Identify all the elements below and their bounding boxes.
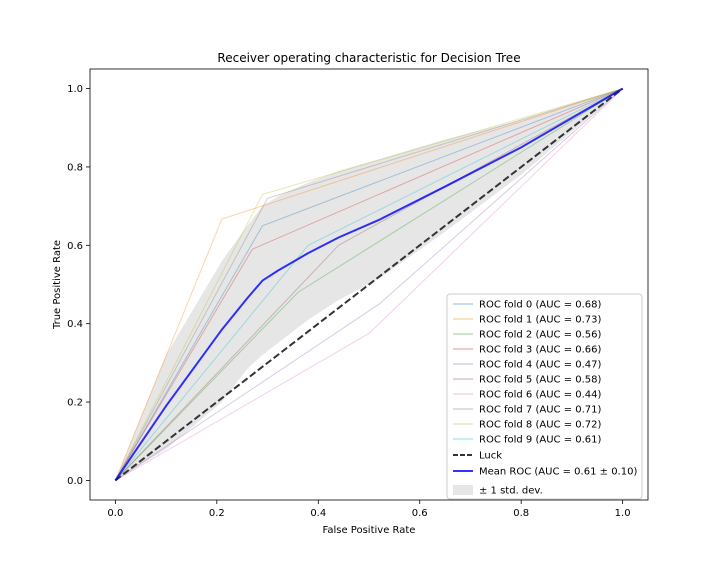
legend-box [446, 293, 643, 500]
x-tick-label: 0.4 [310, 508, 326, 519]
legend-label-fold-7: ROC fold 7 (AUC = 0.71) [479, 405, 602, 416]
fold-lines-layer [114, 88, 623, 481]
mean-line-layer [114, 87, 624, 481]
plot-frame [89, 68, 649, 501]
y-axis-label: True Positive Rate [52, 240, 63, 330]
legend-label-fold-3: ROC fold 3 (AUC = 0.66) [479, 345, 602, 356]
legend-label-luck: Luck [479, 451, 502, 462]
legend: ROC fold 0 (AUC = 0.68) ROC fold 1 (AUC =… [446, 293, 643, 500]
luck-line [114, 87, 624, 482]
legend-label-fold-2: ROC fold 2 (AUC = 0.56) [479, 330, 602, 341]
y-tick-label: 0.6 [67, 241, 83, 252]
legend-label-fold-9: ROC fold 9 (AUC = 0.61) [479, 435, 602, 446]
x-tick-label: 0.8 [513, 508, 529, 519]
legend-label-fold-8: ROC fold 8 (AUC = 0.72) [479, 420, 602, 431]
legend-swatch-std [453, 485, 473, 495]
chart-title: Receiver operating characteristic for De… [217, 51, 520, 65]
roc-fold-1-line [114, 88, 623, 481]
luck-line-layer [114, 87, 624, 482]
y-tick-label: 0.0 [67, 476, 83, 487]
x-tick-label: 1.0 [615, 508, 631, 519]
x-tick-label: 0.0 [107, 508, 123, 519]
roc-fold-9-line [114, 88, 623, 481]
legend-label-fold-4: ROC fold 4 (AUC = 0.47) [479, 360, 602, 371]
y-tick-label: 0.2 [67, 398, 83, 409]
legend-label-fold-5: ROC fold 5 (AUC = 0.58) [479, 375, 602, 386]
roc-fold-7-line [114, 88, 623, 481]
x-ticks: 0.0 0.2 0.4 0.6 0.8 1.0 [107, 500, 631, 519]
roc-fold-3-line [114, 88, 623, 481]
y-tick-label: 1.0 [67, 84, 83, 95]
legend-label-fold-0: ROC fold 0 (AUC = 0.68) [479, 300, 602, 311]
legend-label-fold-1: ROC fold 1 (AUC = 0.73) [479, 315, 602, 326]
x-axis-label: False Positive Rate [323, 525, 416, 536]
x-tick-label: 0.6 [412, 508, 428, 519]
mean-roc-line [114, 87, 624, 481]
roc-fold-8-line [114, 88, 623, 481]
y-tick-label: 0.8 [67, 162, 83, 173]
legend-label-std: ± 1 std. dev. [479, 486, 543, 497]
y-tick-label: 0.4 [67, 319, 83, 330]
x-tick-label: 0.2 [209, 508, 225, 519]
roc-fold-5-line [114, 88, 623, 481]
legend-label-mean: Mean ROC (AUC = 0.61 ± 0.10) [479, 467, 637, 478]
roc-fold-4-line [115, 88, 623, 481]
roc-fold-2-line [115, 88, 623, 481]
roc-fold-0-line [114, 88, 623, 481]
y-ticks: 0.0 0.2 0.4 0.6 0.8 1.0 [67, 84, 90, 487]
roc-fold-6-line [115, 88, 623, 481]
legend-label-fold-6: ROC fold 6 (AUC = 0.44) [479, 390, 602, 401]
